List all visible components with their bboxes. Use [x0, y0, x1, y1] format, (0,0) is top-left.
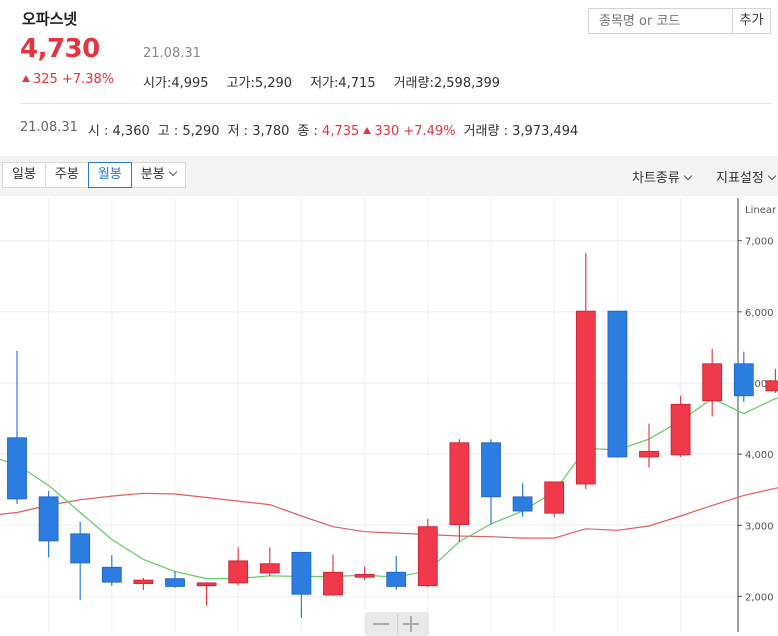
chart-type-menu[interactable]: 차트종류 [632, 167, 693, 186]
history-high: 고 : 5,290 [157, 124, 220, 139]
candle-body [607, 310, 628, 458]
candle-body [733, 363, 754, 397]
price-change: 325 +7.38% [22, 72, 114, 87]
stock-name: 오파스넷 [22, 10, 78, 28]
stat-volume: 거래량:2,598,399 [393, 76, 501, 91]
candle-body [323, 571, 343, 596]
change-percent: +7.38% [61, 72, 115, 87]
chevron-down-icon [168, 167, 177, 177]
candle-body [512, 496, 533, 512]
candle-body [639, 450, 659, 458]
up-triangle-icon [363, 127, 372, 134]
candle-body [7, 437, 27, 500]
candle-body [765, 380, 778, 392]
candle-body [228, 560, 249, 584]
history-row: 21.08.31 시 : 4,360 고 : 5,290 저 : 3,780 종… [20, 120, 578, 139]
candlestick-chart[interactable]: 2,000 3,000 4,000 5,000 6,000 7,000 Linear [0, 198, 778, 632]
price-date: 21.08.31 [143, 46, 201, 61]
stats-row: 시가:4,995 고가:5,290 저가:4,715 거래량:2,598,399 [143, 72, 500, 91]
candle-body [702, 363, 723, 402]
y-tick-label: 6,000 [745, 308, 774, 319]
candle-body [670, 403, 691, 456]
chart-area[interactable]: 2,000 3,000 4,000 5,000 6,000 7,000 Linear [0, 198, 778, 632]
candle-body [417, 526, 438, 587]
chevron-down-icon [683, 171, 693, 181]
y-tick-label: 2,000 [745, 592, 774, 603]
y-tick-label: 3,000 [745, 521, 774, 532]
history-open: 시 : 4,360 [87, 124, 150, 139]
moving-average-long [0, 487, 778, 539]
candle-body [133, 579, 154, 585]
history-close: 종 : 4,735 330 +7.49% [297, 124, 456, 139]
tab-monthly[interactable]: 월봉 [87, 162, 132, 188]
up-triangle-icon [22, 75, 30, 82]
zoom-divider [397, 614, 398, 634]
chevron-down-icon [767, 171, 777, 181]
stat-high: 고가:5,290 [226, 76, 293, 91]
candle-body [70, 533, 91, 564]
candle-body [354, 573, 375, 578]
zoom-out-icon[interactable] [373, 623, 389, 625]
history-low: 저 : 3,780 [227, 124, 290, 139]
current-price: 4,730 [20, 34, 100, 64]
divider [20, 103, 772, 104]
tab-daily[interactable]: 일봉 [2, 162, 46, 188]
y-tick-label: 7,000 [745, 237, 774, 248]
candle-body [575, 310, 596, 485]
y-tick-label: 4,000 [745, 450, 774, 461]
candle-body [259, 563, 280, 574]
candle-body [101, 566, 122, 583]
candle-body [449, 442, 470, 525]
moving-average-short [0, 397, 778, 580]
candle-body [165, 578, 185, 587]
period-tabs: 일봉 주봉 월봉 분봉 [2, 162, 186, 188]
candle-body [196, 582, 217, 587]
y-tick-label: 5,000 [745, 379, 774, 390]
add-button[interactable]: 추가 [733, 8, 771, 34]
candle-body [544, 481, 565, 514]
candle-body [386, 571, 407, 587]
tab-weekly[interactable]: 주봉 [44, 162, 89, 188]
history-date: 21.08.31 [20, 120, 78, 135]
history-volume: 거래량 : 3,973,494 [463, 124, 579, 139]
scale-label: Linear [745, 205, 777, 216]
change-amount: 325 [33, 72, 58, 87]
zoom-controls [365, 612, 429, 636]
candle-body [291, 551, 312, 595]
zoom-in-icon[interactable] [403, 616, 419, 632]
search-input[interactable] [588, 8, 733, 34]
stat-low: 저가:4,715 [310, 76, 376, 91]
candle-body [38, 496, 59, 542]
stat-open: 시가:4,995 [143, 76, 209, 91]
tab-minute[interactable]: 분봉 [130, 162, 186, 188]
indicator-menu[interactable]: 지표설정 [716, 167, 777, 186]
candle-body [481, 442, 501, 498]
